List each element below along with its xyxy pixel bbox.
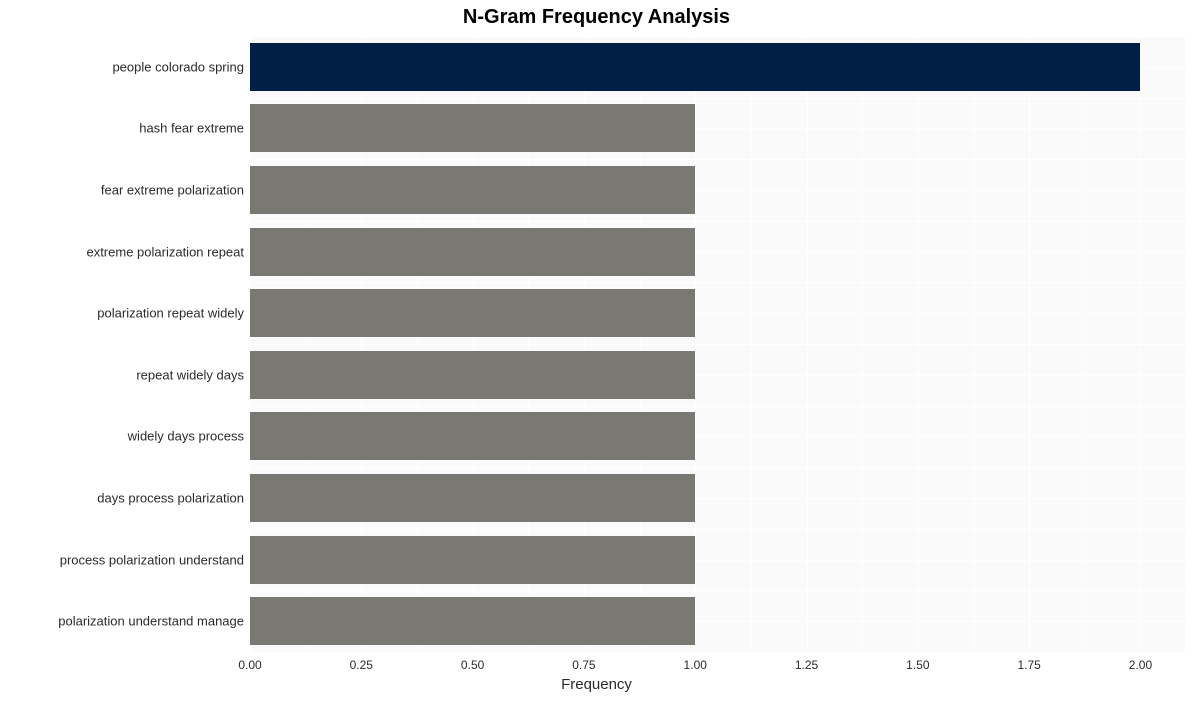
x-tick-label: 0.25 — [350, 658, 373, 672]
y-grid-major — [250, 590, 1185, 591]
y-grid-major — [250, 282, 1185, 283]
y-grid-major — [250, 344, 1185, 345]
bar — [250, 597, 695, 645]
bar — [250, 166, 695, 214]
y-grid-major — [250, 36, 1185, 37]
x-tick-label: 1.50 — [906, 658, 929, 672]
x-tick-label: 1.75 — [1017, 658, 1040, 672]
y-tick-label: hash fear extreme — [139, 121, 244, 136]
y-tick-label: fear extreme polarization — [101, 183, 244, 198]
y-grid-major — [250, 529, 1185, 530]
y-tick-label: process polarization understand — [60, 552, 244, 567]
plot-area — [250, 36, 1185, 652]
bar — [250, 474, 695, 522]
bar — [250, 289, 695, 337]
y-grid-major — [250, 98, 1185, 99]
x-tick-label: 0.00 — [238, 658, 261, 672]
x-tick-label: 0.75 — [572, 658, 595, 672]
y-tick-label: repeat widely days — [136, 367, 244, 382]
chart-title: N-Gram Frequency Analysis — [0, 6, 1193, 29]
y-tick-label: widely days process — [128, 429, 244, 444]
x-tick-label: 1.00 — [684, 658, 707, 672]
y-grid-major — [250, 467, 1185, 468]
bar — [250, 104, 695, 152]
bar — [250, 228, 695, 276]
x-tick-label: 0.50 — [461, 658, 484, 672]
x-tick-label: 2.00 — [1129, 658, 1152, 672]
y-tick-label: polarization repeat widely — [97, 306, 244, 321]
y-tick-label: days process polarization — [97, 491, 244, 506]
x-tick-label: 1.25 — [795, 658, 818, 672]
bar — [250, 43, 1140, 91]
bar — [250, 536, 695, 584]
y-grid-major — [250, 221, 1185, 222]
y-grid-major — [250, 652, 1185, 653]
y-tick-label: polarization understand manage — [58, 614, 244, 629]
y-tick-label: extreme polarization repeat — [86, 244, 244, 259]
bar — [250, 412, 695, 460]
y-grid-major — [250, 406, 1185, 407]
x-axis-title: Frequency — [0, 676, 1193, 693]
ngram-frequency-chart: N-Gram Frequency Analysis people colorad… — [0, 0, 1193, 701]
y-grid-major — [250, 159, 1185, 160]
y-tick-label: people colorado spring — [112, 59, 244, 74]
bar — [250, 351, 695, 399]
